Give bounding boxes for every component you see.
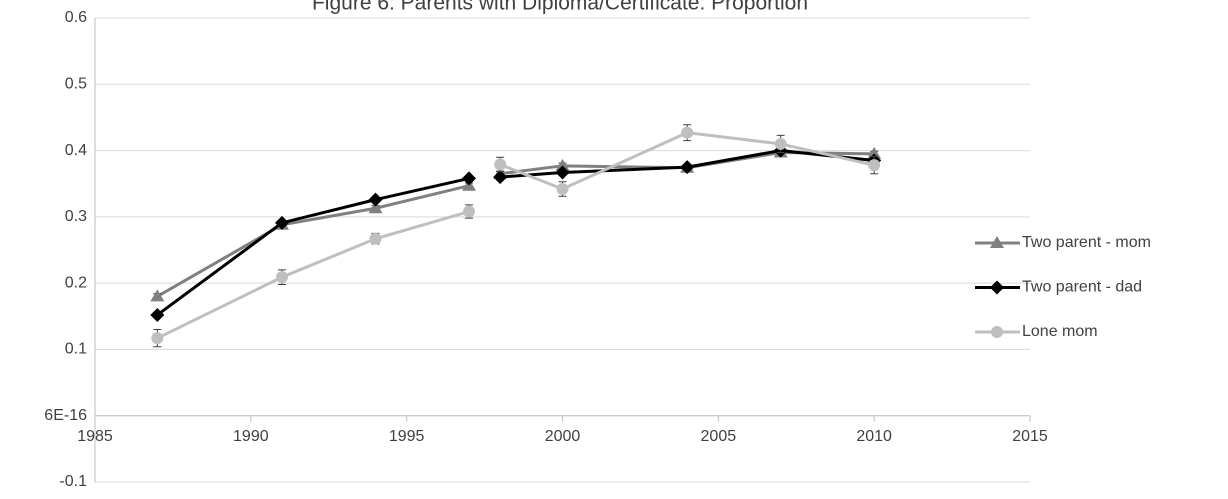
series-line bbox=[156, 210, 470, 340]
x-tick-label: 2010 bbox=[856, 428, 892, 445]
data-point bbox=[368, 201, 383, 214]
legend-marker bbox=[990, 280, 1004, 295]
legend-label: Lone mom bbox=[1022, 323, 1098, 340]
data-point bbox=[276, 271, 288, 284]
data-point bbox=[368, 192, 383, 207]
data-point bbox=[681, 126, 694, 139]
data-point bbox=[868, 159, 881, 172]
data-point bbox=[867, 146, 882, 159]
data-point bbox=[462, 171, 476, 186]
y-tick-label: 0.5 bbox=[65, 76, 87, 93]
legend-label: Two parent - mom bbox=[1022, 234, 1151, 251]
y-tick-label: 6E-16 bbox=[44, 407, 87, 424]
series-line bbox=[156, 176, 470, 317]
data-point bbox=[463, 205, 475, 218]
legend-label: Two parent - dad bbox=[1022, 279, 1142, 296]
chart-title: Figure 6: Parents with Diploma/Certifica… bbox=[312, 0, 808, 15]
x-tick-label: 1990 bbox=[233, 428, 269, 445]
y-tick-label: 0.4 bbox=[65, 142, 87, 159]
data-point bbox=[150, 307, 165, 322]
x-tick-label: 2005 bbox=[701, 428, 737, 445]
x-tick-label: 2000 bbox=[545, 428, 581, 445]
data-point bbox=[556, 183, 569, 196]
data-point bbox=[369, 232, 382, 245]
data-point bbox=[493, 170, 508, 185]
y-tick-label: 0.3 bbox=[65, 208, 87, 225]
y-tick-label: 0.2 bbox=[65, 274, 87, 291]
y-tick-label: 0.6 bbox=[65, 9, 87, 26]
x-tick-label: 1985 bbox=[77, 428, 113, 445]
legend-marker bbox=[991, 326, 1003, 338]
data-point bbox=[275, 215, 289, 230]
data-point bbox=[151, 332, 164, 345]
data-point bbox=[494, 158, 507, 171]
legend-marker bbox=[990, 236, 1004, 248]
y-tick-label: -0.1 bbox=[59, 473, 87, 490]
data-point bbox=[774, 137, 787, 150]
x-tick-label: 1995 bbox=[389, 428, 425, 445]
y-tick-label: 0.1 bbox=[65, 341, 87, 358]
series-line bbox=[156, 184, 470, 298]
x-tick-label: 2015 bbox=[1012, 428, 1048, 445]
data-point bbox=[150, 289, 165, 302]
data-point bbox=[680, 160, 695, 175]
data-point bbox=[555, 158, 570, 171]
data-point bbox=[555, 165, 570, 180]
